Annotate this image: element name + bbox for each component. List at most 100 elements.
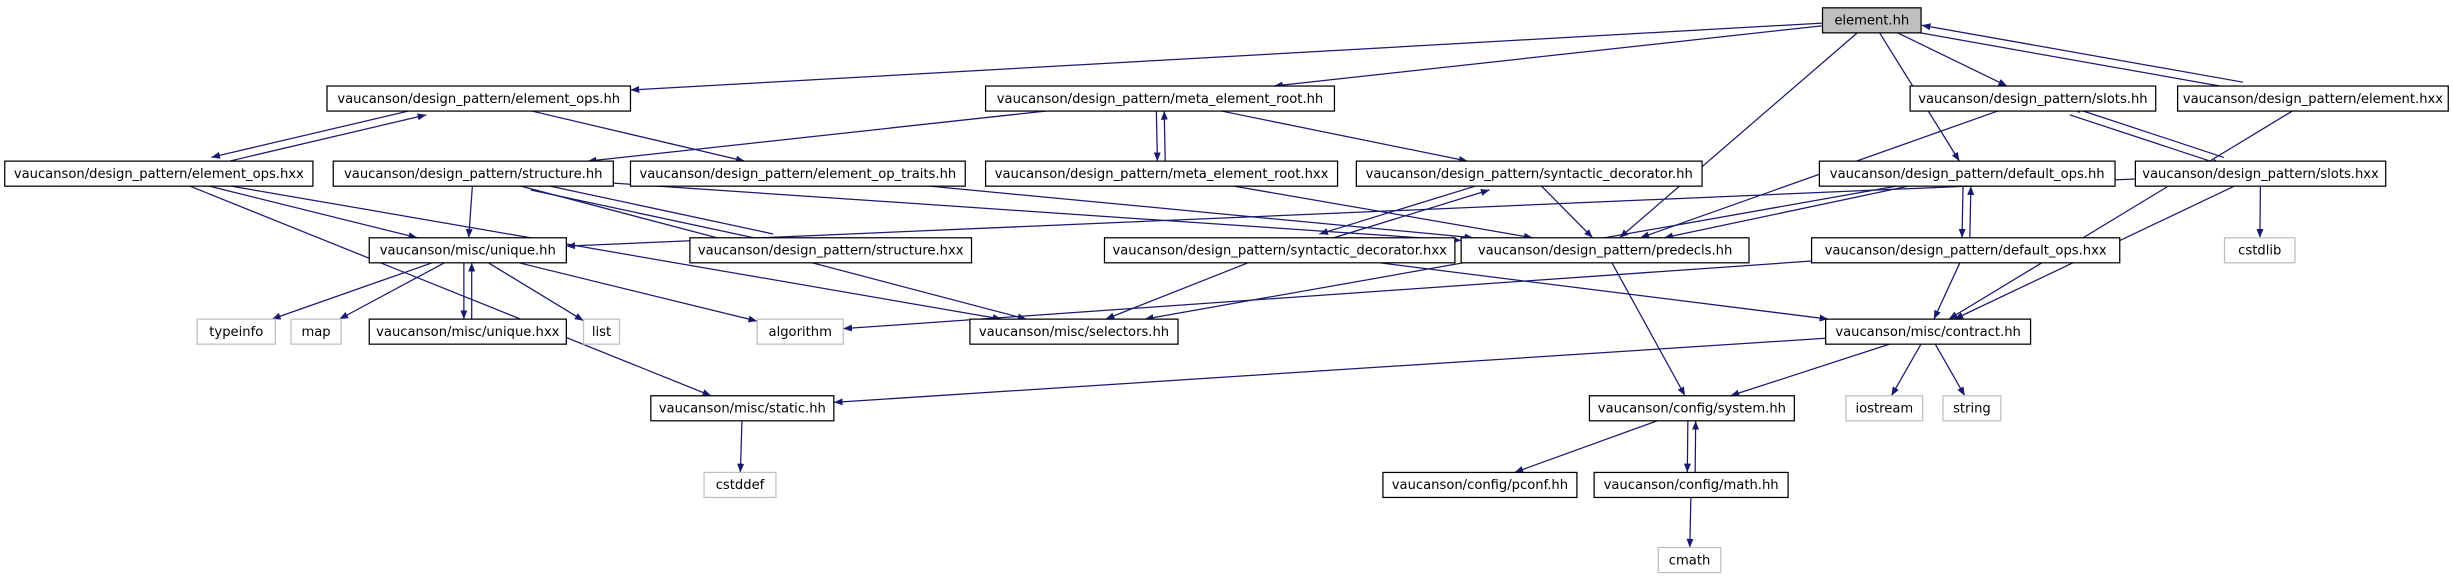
- node-label: map: [301, 325, 330, 340]
- node-label: vaucanson/design_pattern/default_ops.hxx: [1825, 244, 2107, 259]
- node-box: [1810, 237, 2121, 264]
- dependency-edge: [488, 262, 584, 322]
- node-box: [1657, 546, 1722, 574]
- node-box: [1825, 318, 2032, 345]
- dependency-edge: [231, 185, 1002, 322]
- dependency-edge: [929, 185, 1474, 241]
- node-box: [629, 160, 966, 187]
- node-box: [756, 318, 844, 345]
- dependency-edge: [1921, 23, 2244, 83]
- dependency-edge: [1273, 25, 1823, 89]
- node-box: [1818, 160, 2116, 187]
- node-label: string: [1953, 402, 1991, 417]
- node-label: vaucanson/design_pattern/syntactic_decor…: [1112, 244, 1447, 259]
- dependency-edge: [189, 185, 712, 397]
- dependency-edge: [271, 262, 433, 320]
- node-box: [1845, 395, 1924, 422]
- dependency-edge: [209, 185, 418, 240]
- node-box: [1942, 395, 2002, 422]
- node-label: vaucanson/design_pattern/element_ops.hh: [337, 92, 620, 107]
- dependency-edge: [1958, 186, 1966, 238]
- dependency-edge: [531, 110, 745, 163]
- node-box: [689, 237, 973, 264]
- node-label: vaucanson/misc/selectors.hh: [979, 325, 1169, 340]
- dependency-edge: [1221, 110, 1468, 163]
- node-label: element.hh: [1834, 14, 1909, 29]
- dependency-edge: [339, 262, 445, 320]
- dependency-edge: [833, 337, 1826, 406]
- dependency-edge: [518, 262, 758, 323]
- dependency-edge: [1933, 262, 1961, 320]
- dependency-edge: [1514, 420, 1658, 474]
- node-label: vaucanson/design_pattern/element.hxx: [2183, 92, 2443, 107]
- node-label: vaucanson/design_pattern/predecls.hh: [1478, 244, 1733, 259]
- dependency-edge: [1897, 32, 2008, 87]
- node-label: vaucanson/misc/unique.hh: [380, 244, 556, 259]
- node-box: [1382, 471, 1578, 499]
- node-box: [1103, 237, 1456, 264]
- dependency-edge: [532, 180, 774, 235]
- dependency-edge: [530, 189, 772, 244]
- node-label: vaucanson/design_pattern/slots.hh: [1918, 92, 2147, 107]
- dependency-edge: [1233, 185, 1533, 240]
- dependency-edge: [1730, 343, 1890, 397]
- dependency-edge: [587, 110, 1046, 164]
- dependency-edge: [1319, 181, 1488, 235]
- dependency-edge: [2071, 106, 2225, 159]
- node-label: vaucanson/design_pattern/structure.hxx: [698, 244, 964, 259]
- node-box: [2223, 237, 2296, 264]
- dependency-edge: [211, 106, 425, 159]
- node-box: [1593, 471, 1789, 499]
- node-label: cstddef: [716, 478, 765, 493]
- dependency-edge: [465, 186, 473, 238]
- dependency-edge: [1541, 185, 1594, 239]
- dependency-edge: [1683, 420, 1691, 473]
- node-label: vaucanson/misc/contract.hh: [1835, 325, 2021, 340]
- node-box: [4, 160, 314, 187]
- node-label: vaucanson/design_pattern/element_ops.hxx: [14, 167, 304, 182]
- dependency-edge: [1934, 343, 1966, 397]
- dependency-edge: [1948, 110, 2293, 320]
- dependency-edge: [1321, 189, 1490, 243]
- node-box: [1460, 237, 1750, 264]
- node-box: [969, 318, 1179, 345]
- node-label: vaucanson/config/pconf.hh: [1392, 478, 1568, 493]
- node-label: vaucanson/design_pattern/slots.hxx: [2142, 167, 2379, 182]
- dependency-edge: [1160, 110, 1168, 162]
- node-label: iostream: [1855, 402, 1913, 417]
- node-label: vaucanson/misc/unique.hxx: [376, 325, 559, 340]
- dependency-edge: [1967, 186, 1975, 238]
- node-box: [368, 318, 567, 345]
- node-label: vaucanson/config/math.hh: [1604, 478, 1779, 493]
- node-label: typeinfo: [209, 325, 263, 340]
- node-label: algorithm: [769, 325, 832, 340]
- dependency-edge: [1105, 262, 1249, 320]
- dependency-edge: [843, 260, 1812, 332]
- node-box: [368, 237, 567, 264]
- node-box: [326, 85, 632, 112]
- node-label: vaucanson/misc/static.hh: [659, 402, 826, 417]
- dependency-edge: [737, 420, 745, 473]
- node-box: [984, 85, 1336, 112]
- node-label: vaucanson/design_pattern/meta_element_ro…: [995, 167, 1329, 182]
- dependency-edge: [630, 22, 1823, 94]
- node-label: vaucanson/config/system.hh: [1598, 402, 1786, 417]
- node-box: [2134, 160, 2387, 187]
- node-box: [650, 395, 835, 422]
- node-box: [196, 318, 277, 345]
- node-label: vaucanson/design_pattern/syntactic_decor…: [1366, 167, 1693, 182]
- node-box: [2176, 85, 2449, 112]
- node-label: cstdlib: [2238, 244, 2281, 259]
- node-label: vaucanson/design_pattern/default_ops.hh: [1830, 167, 2105, 182]
- dependency-edge: [1664, 185, 1909, 240]
- node-label: cmath: [1669, 553, 1711, 568]
- dependency-edge: [566, 178, 2136, 250]
- node-box: [1355, 160, 1703, 187]
- dependency-edge: [1379, 262, 1829, 322]
- dependency-edge: [1890, 343, 1922, 397]
- node-box: [290, 318, 342, 345]
- node-box: [582, 318, 621, 345]
- dependency-edge: [212, 113, 427, 166]
